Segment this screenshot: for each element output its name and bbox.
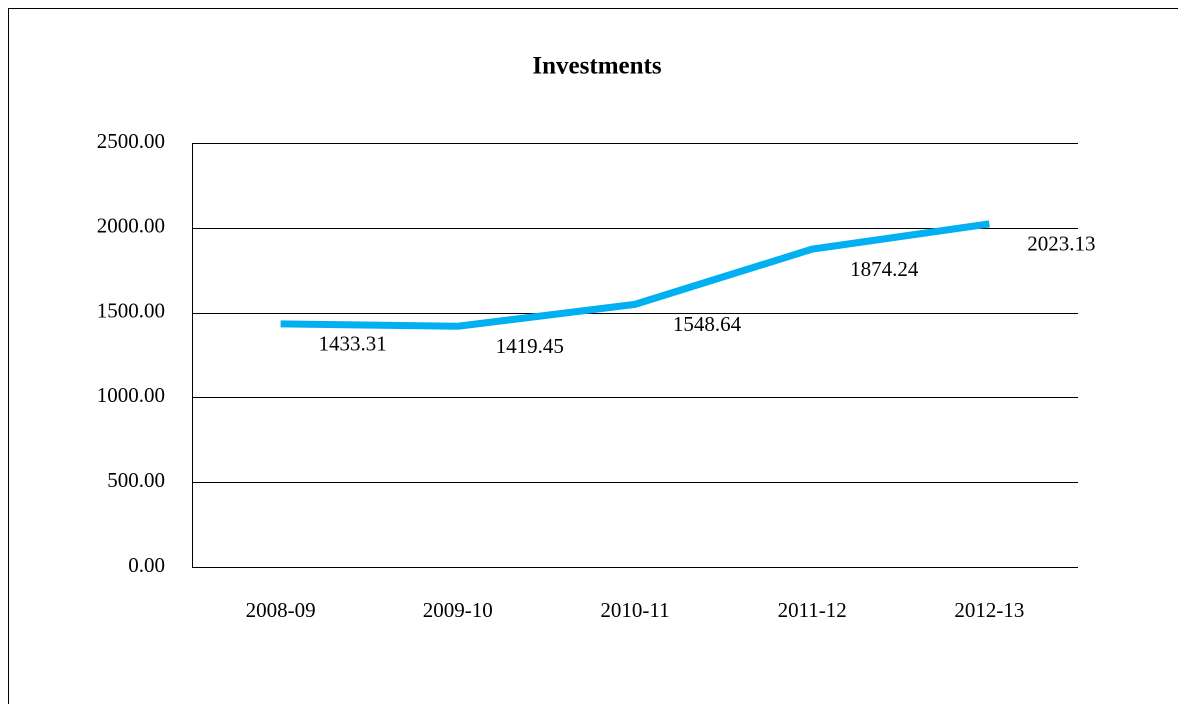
data-label: 1874.24 (850, 257, 919, 281)
x-tick-label: 2011-12 (778, 598, 847, 622)
data-label: 1548.64 (673, 312, 742, 336)
y-tick-label: 1500.00 (97, 298, 165, 322)
x-tick-label: 2012-13 (954, 598, 1024, 622)
data-label: 1419.45 (496, 334, 564, 358)
y-tick-label: 500.00 (107, 468, 165, 492)
y-tick-label: 2000.00 (97, 214, 165, 238)
y-tick-label: 2500.00 (97, 129, 165, 153)
y-tick-label: 0.00 (128, 553, 165, 577)
x-tick-label: 2010-11 (600, 598, 669, 622)
data-label: 2023.13 (1027, 232, 1095, 256)
series-line (280, 220, 990, 330)
x-tick-label: 2008-09 (246, 598, 316, 622)
x-tick-label: 2009-10 (423, 598, 493, 622)
data-label: 1433.31 (318, 332, 386, 356)
chart-title: Investments (532, 53, 661, 80)
y-tick-label: 1000.00 (97, 383, 165, 407)
chart-frame (8, 8, 1178, 704)
